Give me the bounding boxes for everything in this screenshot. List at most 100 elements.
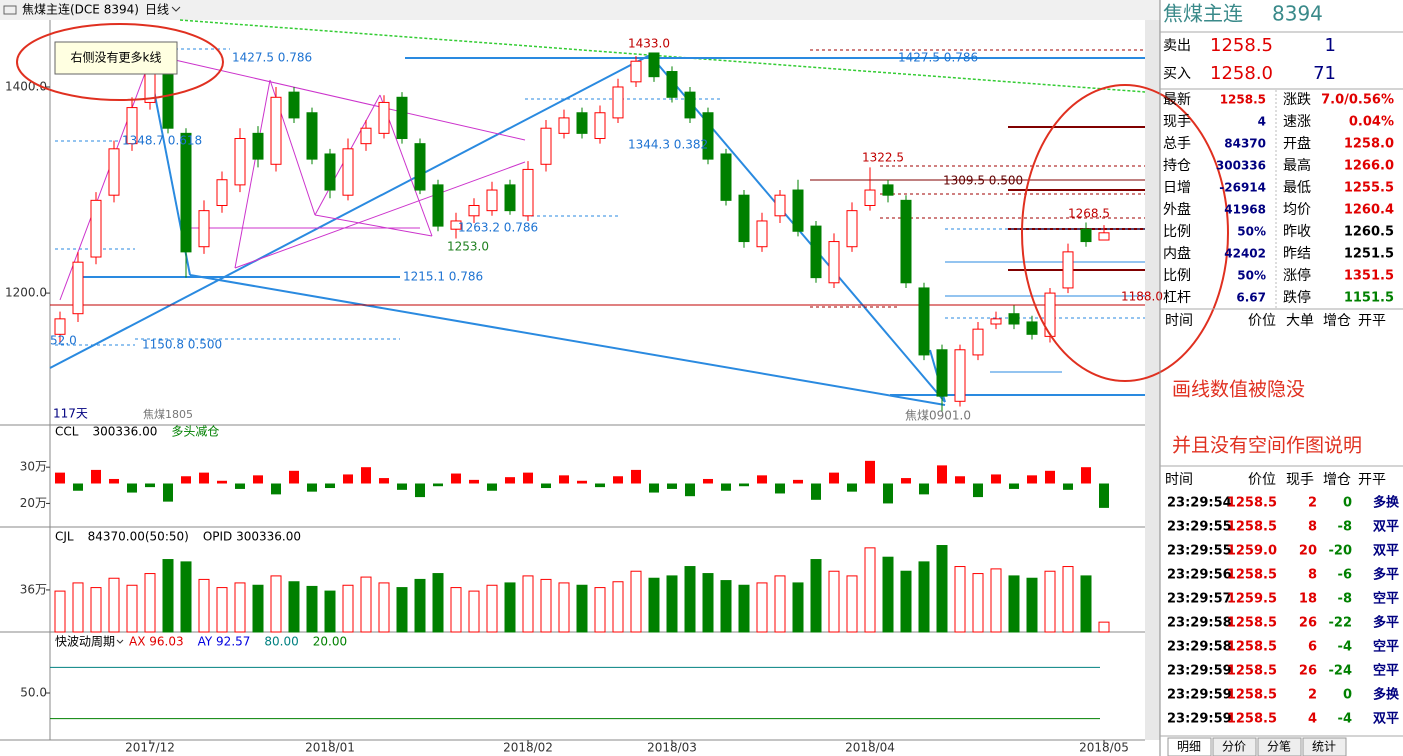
- stat-value: 0.04%: [1349, 115, 1394, 130]
- change-bar: [685, 483, 695, 497]
- tab-label[interactable]: 统计: [1312, 740, 1336, 754]
- tick-cell: 23:29:58: [1167, 640, 1232, 655]
- change-bar: [487, 483, 497, 491]
- tab-label[interactable]: 分价: [1222, 740, 1246, 754]
- stat-label: 杠杆: [1163, 290, 1191, 306]
- trend-line: [234, 79, 271, 269]
- stat-label: 现手: [1163, 114, 1191, 130]
- volume-bar: [360, 576, 372, 633]
- candle-body: [954, 349, 966, 402]
- candle-body: [450, 220, 462, 230]
- volume-bar: [396, 587, 408, 633]
- drawing-label: 1427.5 0.786: [232, 51, 312, 65]
- change-bar: [163, 483, 173, 502]
- change-bar: [199, 472, 209, 484]
- volume-bar: [450, 587, 462, 633]
- change-bar: [775, 483, 785, 494]
- stat-label: 最新: [1163, 92, 1191, 108]
- tick-cell: 1258.5: [1227, 712, 1277, 727]
- stat-value: -26914: [1219, 181, 1266, 195]
- stat-value: 1258.0: [1344, 137, 1394, 152]
- change-bar: [811, 483, 821, 500]
- tab-label[interactable]: 明细: [1177, 740, 1201, 754]
- menu-icon[interactable]: [3, 5, 17, 15]
- scrollbar[interactable]: [1145, 20, 1160, 740]
- change-bar: [433, 483, 443, 487]
- stat-label: 最低: [1283, 180, 1311, 196]
- column-header: 开平: [1358, 313, 1386, 329]
- volume-bar: [558, 582, 570, 633]
- drawing-label: 1268.5: [1068, 207, 1110, 221]
- tick-cell: 多平: [1373, 615, 1399, 631]
- volume-bar: [162, 559, 174, 633]
- change-bar: [703, 478, 713, 484]
- volume-bar: [792, 582, 804, 633]
- volume-bar: [522, 575, 534, 633]
- change-bar: [289, 470, 299, 484]
- candle-body: [720, 153, 732, 201]
- y-tick-label: 36万: [20, 582, 47, 596]
- dropdown-arrow[interactable]: [171, 6, 181, 12]
- change-bar: [955, 476, 965, 484]
- candle-body: [198, 210, 210, 248]
- candle-body: [630, 60, 642, 83]
- stat-value: 4: [1258, 115, 1266, 129]
- change-bar: [991, 474, 1001, 484]
- dropdown-arrow[interactable]: [116, 639, 124, 644]
- change-bar: [253, 475, 263, 484]
- stat-value: 1266.0: [1344, 159, 1394, 174]
- change-bar: [469, 479, 479, 484]
- tick-cell: 23:29:59: [1167, 688, 1232, 703]
- change-bar: [649, 483, 659, 493]
- change-bar: [613, 476, 623, 484]
- stat-label: 持仓: [1163, 158, 1191, 174]
- panel-header-annotation: 多头减仓: [171, 425, 219, 439]
- tab[interactable]: [1212, 737, 1257, 756]
- change-bar: [127, 483, 137, 493]
- change-bar: [271, 483, 281, 495]
- candle-body: [432, 184, 444, 227]
- candle-body: [828, 241, 840, 284]
- stat-label: 速涨: [1283, 114, 1311, 130]
- volume-bar: [612, 581, 624, 633]
- change-bar: [235, 483, 245, 489]
- stat-value: 1151.5: [1344, 291, 1394, 306]
- candle-body: [486, 189, 498, 212]
- tick-cell: 1258.5: [1227, 520, 1277, 535]
- candle-body: [540, 127, 552, 165]
- tab-label[interactable]: 分笔: [1267, 739, 1291, 754]
- volume-bar: [810, 559, 822, 633]
- volume-bar: [882, 556, 894, 633]
- change-bar: [73, 483, 83, 491]
- tab[interactable]: [1302, 737, 1347, 756]
- change-bar: [919, 483, 929, 495]
- x-tick-label: 2017/12: [125, 741, 175, 755]
- candle-body: [90, 199, 102, 258]
- volume-bar: [1008, 575, 1020, 633]
- tick-cell: 26: [1299, 664, 1317, 679]
- change-bar: [1081, 467, 1091, 484]
- instrument-code: 8394: [1272, 2, 1323, 26]
- column-header: 价位: [1248, 313, 1276, 329]
- change-bar: [883, 483, 893, 504]
- volume-bar: [1098, 621, 1110, 633]
- candle-body: [612, 86, 624, 119]
- stat-label: 比例: [1163, 268, 1191, 284]
- volume-bar: [288, 581, 300, 633]
- panel-header-subtitle: 84370.00(50:50): [88, 530, 189, 544]
- change-bar: [415, 483, 425, 498]
- tab[interactable]: [1257, 737, 1302, 756]
- tick-cell: 空平: [1373, 591, 1399, 607]
- tick-cell: 1258.5: [1227, 664, 1277, 679]
- contract-label: 焦煤1805: [143, 408, 193, 421]
- tab[interactable]: [1167, 737, 1212, 756]
- stat-value: 1260.4: [1344, 203, 1394, 218]
- stat-value: 42402: [1224, 247, 1266, 261]
- change-bar: [1045, 470, 1055, 484]
- stat-value: 1255.5: [1344, 181, 1394, 196]
- volume-bar: [720, 580, 732, 633]
- tick-cell: 1259.5: [1227, 592, 1277, 607]
- change-bar: [91, 469, 101, 484]
- x-tick-label: 2018/04: [845, 741, 895, 755]
- period-selector[interactable]: 日线: [145, 3, 169, 17]
